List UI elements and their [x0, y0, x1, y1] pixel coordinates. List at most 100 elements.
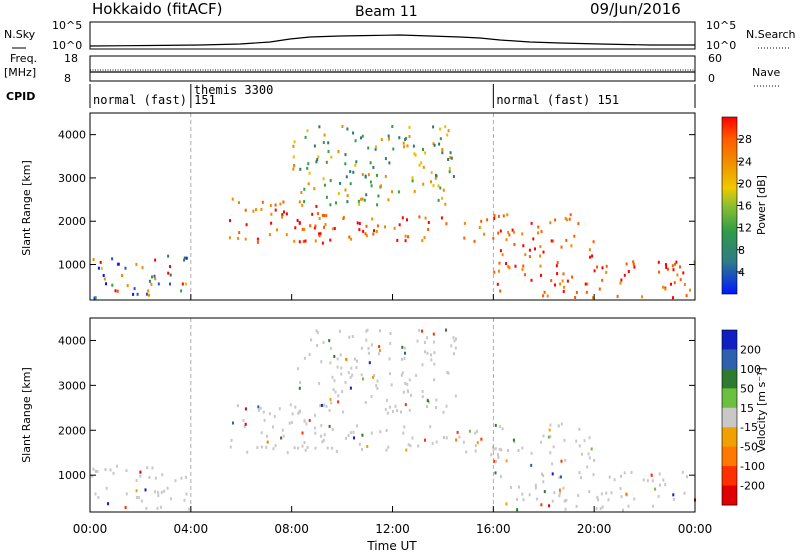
data-cell — [601, 266, 604, 270]
data-cell — [433, 378, 435, 382]
data-cell — [337, 192, 340, 196]
data-cell — [296, 219, 299, 222]
data-cell — [336, 365, 339, 369]
data-cell — [94, 492, 97, 496]
data-cell — [585, 290, 588, 294]
data-cell — [498, 261, 501, 265]
data-cell — [404, 239, 407, 243]
cpid-label: CPID — [6, 90, 35, 103]
data-cell — [307, 162, 310, 166]
data-cell — [323, 403, 326, 407]
data-cell — [540, 440, 542, 444]
data-cell — [376, 387, 379, 390]
data-cell — [454, 394, 457, 398]
data-cell — [403, 425, 406, 429]
data-cell — [387, 198, 390, 202]
data-cell — [633, 265, 636, 269]
data-cell — [534, 483, 537, 487]
data-cell — [185, 492, 188, 496]
data-cell — [311, 212, 314, 216]
data-cell — [402, 141, 405, 145]
data-cell — [169, 265, 171, 269]
data-cell — [499, 229, 502, 233]
data-cell — [558, 475, 561, 479]
data-cell — [290, 421, 293, 424]
date-title: 09/Jun/2016 — [590, 0, 681, 18]
data-cell — [342, 410, 345, 414]
data-cell — [255, 208, 257, 212]
data-cell — [361, 433, 364, 437]
data-cell — [188, 507, 191, 511]
data-cell — [620, 278, 623, 282]
data-cell — [185, 475, 187, 479]
data-cell — [344, 380, 347, 384]
data-cell — [91, 474, 94, 478]
data-cell — [94, 296, 97, 300]
data-cell — [140, 499, 143, 503]
data-cell — [257, 405, 260, 409]
data-cell — [375, 230, 378, 233]
data-cell — [543, 290, 546, 294]
data-cell — [548, 504, 551, 508]
data-cell — [314, 239, 317, 243]
data-cell — [280, 436, 283, 440]
data-cell — [408, 408, 411, 412]
data-cell — [315, 204, 318, 208]
data-cell — [353, 436, 355, 440]
colorbar-swatch — [722, 466, 737, 487]
data-cell — [522, 498, 525, 502]
data-cell — [319, 232, 322, 236]
data-cell — [358, 222, 361, 225]
data-cell — [555, 264, 558, 268]
data-cell — [625, 492, 628, 496]
data-cell — [384, 225, 386, 229]
data-cell — [499, 475, 502, 479]
data-cell — [315, 160, 318, 164]
data-cell — [435, 406, 437, 410]
data-cell — [321, 241, 324, 245]
data-cell — [268, 233, 271, 237]
data-cell — [431, 441, 434, 445]
data-cell — [430, 353, 432, 357]
data-cell — [498, 425, 501, 428]
data-cell — [577, 494, 580, 497]
data-cell — [160, 490, 163, 494]
data-cell — [667, 267, 669, 271]
data-cell — [244, 422, 247, 426]
data-cell — [97, 496, 100, 499]
data-cell — [333, 379, 336, 383]
data-cell — [385, 398, 388, 402]
data-cell — [310, 338, 313, 342]
data-cell — [270, 212, 273, 216]
data-cell — [349, 431, 352, 435]
data-cell — [499, 249, 502, 253]
data-cell — [103, 277, 106, 281]
data-cell — [455, 337, 457, 341]
data-cell — [532, 237, 535, 241]
data-cell — [514, 264, 517, 268]
data-cell — [367, 173, 370, 177]
data-cell — [578, 444, 581, 448]
data-cell — [306, 445, 309, 449]
freq-strip — [89, 55, 696, 82]
data-cell — [278, 407, 281, 411]
data-cell — [505, 262, 507, 266]
data-cell — [433, 143, 436, 147]
data-cell — [513, 440, 516, 444]
data-cell — [474, 449, 477, 453]
data-cell — [139, 474, 142, 478]
colorbar-tick-label: -100 — [740, 460, 765, 473]
colorbar-frame — [721, 329, 738, 506]
data-cell — [336, 357, 339, 361]
data-cell — [297, 446, 300, 450]
data-cell — [323, 433, 326, 437]
data-cell — [300, 191, 303, 194]
colorbar-swatch — [722, 427, 737, 448]
data-cell — [424, 216, 427, 220]
data-cell — [508, 266, 511, 270]
data-cell — [294, 226, 297, 230]
data-cell — [348, 335, 351, 339]
data-cell — [370, 343, 373, 347]
data-cell — [571, 275, 574, 279]
data-cell — [318, 232, 320, 236]
